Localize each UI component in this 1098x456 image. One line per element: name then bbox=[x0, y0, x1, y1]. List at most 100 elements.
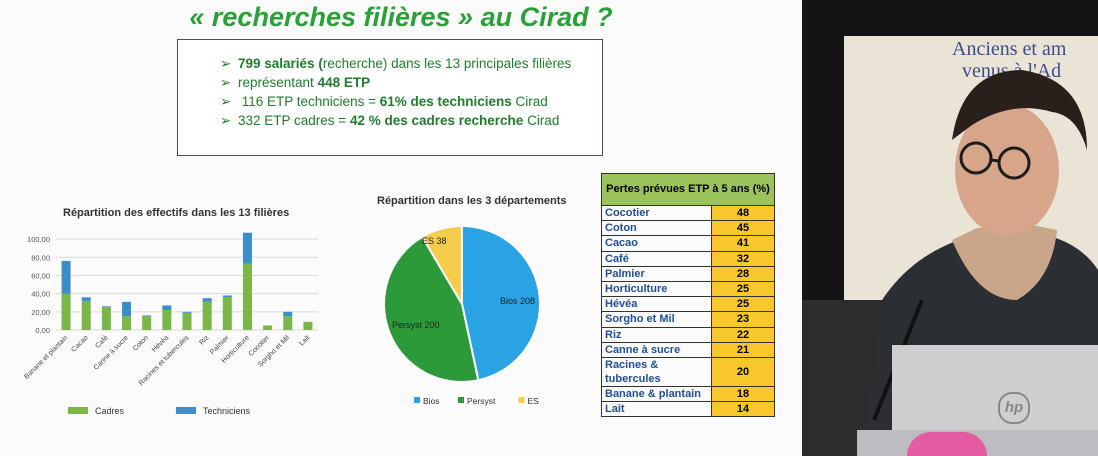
row-name: Canne à sucre bbox=[601, 341, 712, 358]
pie-slice-persyst bbox=[383, 235, 480, 383]
slide-title: « recherches filières » au Cirad ? bbox=[189, 2, 613, 32]
bar-techniciens bbox=[283, 311, 293, 317]
summary-line: ➢ 116 ETP techniciens = 61% des technici… bbox=[220, 94, 548, 109]
table-row: Cocotier 48 bbox=[601, 204, 775, 222]
legend-swatch bbox=[68, 407, 88, 414]
x-tick-label: Hévéa bbox=[151, 334, 170, 353]
bar-techniciens bbox=[61, 260, 71, 294]
bar-chart: 0,00 20,00 40,00 60,00 80,00 100,00 Banane et … bbox=[23, 232, 318, 416]
pink-decoration bbox=[907, 432, 987, 456]
bar-cadres bbox=[202, 301, 212, 330]
x-tick-label: Coton bbox=[132, 334, 150, 352]
y-tick-label: 80,00 bbox=[31, 253, 50, 262]
legend-swatch bbox=[518, 397, 525, 403]
x-tick-label: Cacao bbox=[70, 334, 89, 353]
row-name: Lait bbox=[601, 401, 712, 418]
row-value: 28 bbox=[711, 265, 775, 282]
row-value: 25 bbox=[711, 280, 775, 298]
row-name: Banane & plantain bbox=[601, 385, 712, 403]
pie-slice-bios bbox=[461, 224, 541, 382]
x-tick-label: Café bbox=[94, 334, 109, 349]
row-value: 18 bbox=[711, 385, 775, 403]
legend-swatch bbox=[414, 397, 420, 403]
bar-cadres bbox=[283, 316, 293, 330]
legend-label: Bios bbox=[423, 396, 440, 406]
row-name: Cocotier bbox=[601, 204, 712, 222]
pie-slice-es bbox=[420, 224, 463, 308]
row-value: 41 bbox=[711, 235, 775, 252]
row-name: Sorgho et Mil bbox=[601, 311, 712, 328]
row-name: Hévéa bbox=[601, 296, 712, 313]
bar-cadres bbox=[182, 312, 192, 330]
loss-table-header: Pertes prévues ETP à 5 ans (%) bbox=[601, 173, 775, 206]
table-row: Horticulture 25 bbox=[601, 280, 775, 298]
x-tick-label: Banane et plantain bbox=[23, 334, 69, 380]
bar-techniciens bbox=[101, 306, 111, 308]
bar-techniciens bbox=[162, 305, 172, 310]
arrow-bullet-icon: ➢ bbox=[220, 56, 232, 71]
table-row: Cacao 41 bbox=[601, 235, 775, 252]
table-row: Palmier 28 bbox=[601, 265, 775, 282]
row-name: Palmier bbox=[601, 265, 712, 282]
row-name: Coton bbox=[601, 220, 712, 237]
row-name: Horticulture bbox=[601, 280, 712, 298]
speaker-video: Anciens et am venus à l'Ad pr hp bbox=[802, 0, 1098, 456]
table-row: Hévéa 25 bbox=[601, 296, 775, 313]
row-value: 32 bbox=[711, 250, 775, 267]
bar-cadres bbox=[222, 297, 232, 330]
x-tick-label: Riz bbox=[198, 334, 210, 346]
row-value: 21 bbox=[711, 341, 775, 358]
bar-cadres bbox=[81, 300, 91, 330]
legend-label: ES bbox=[528, 396, 540, 406]
row-value: 20 bbox=[711, 356, 775, 387]
table-row: Café 32 bbox=[601, 250, 775, 267]
pie-data-label: Persyst 200 bbox=[392, 320, 440, 330]
speaker-figure bbox=[857, 70, 1098, 456]
table-row: Sorgho et Mil 23 bbox=[601, 311, 775, 328]
summary-line: ➢ 799 salariés (recherche) dans les 13 pr… bbox=[220, 56, 572, 71]
presentation-slide: « recherches filières » au Cirad ? ➢ 799 … bbox=[23, 2, 775, 418]
row-name: Riz bbox=[601, 326, 712, 343]
bar-cadres bbox=[303, 321, 313, 330]
summary-list: ➢ 799 salariés (recherche) dans les 13 pr… bbox=[178, 40, 602, 130]
pie-data-label: Bios 208 bbox=[500, 296, 535, 306]
row-value: 23 bbox=[711, 311, 775, 328]
summary-box: ➢ 799 salariés (recherche) dans les 13 pr… bbox=[177, 39, 603, 156]
row-name: Café bbox=[601, 250, 712, 267]
bar-cadres bbox=[101, 307, 111, 330]
y-tick-label: 60,00 bbox=[31, 271, 50, 280]
table-row: Racines & tubercules 20 bbox=[601, 356, 775, 387]
laptop-logo: hp bbox=[998, 392, 1030, 424]
bar-cadres bbox=[61, 293, 71, 330]
summary-line: ➢ représentant 448 ETP bbox=[220, 75, 371, 90]
table-row: Coton 45 bbox=[601, 220, 775, 237]
y-tick-label: 40,00 bbox=[31, 290, 50, 299]
arrow-bullet-icon: ➢ bbox=[220, 113, 232, 128]
y-tick-label: 0,00 bbox=[35, 326, 50, 335]
arrow-bullet-icon: ➢ bbox=[220, 75, 232, 90]
bar-cadres bbox=[162, 310, 172, 330]
table-row: Lait 14 bbox=[601, 401, 775, 418]
row-name: Cacao bbox=[601, 235, 712, 252]
bar-cadres bbox=[122, 316, 132, 330]
bar-techniciens bbox=[122, 301, 132, 317]
bar-cadres bbox=[263, 325, 273, 330]
bar-techniciens bbox=[202, 298, 212, 302]
bar-techniciens bbox=[242, 232, 252, 264]
summary-line: ➢ 332 ETP cadres = 42 % des cadres recher… bbox=[220, 113, 560, 128]
bar-cadres bbox=[142, 316, 152, 330]
legend-label: Cadres bbox=[95, 406, 125, 416]
bar-techniciens bbox=[81, 297, 91, 301]
pie-data-label: ES 38 bbox=[422, 236, 447, 246]
pie-chart-title: Répartition dans les 3 départements bbox=[377, 195, 567, 207]
row-value: 22 bbox=[711, 326, 775, 343]
legend-label: Techniciens bbox=[203, 406, 251, 416]
legend-swatch bbox=[176, 407, 196, 414]
x-tick-label: Lait bbox=[298, 334, 311, 347]
arrow-bullet-icon: ➢ bbox=[220, 94, 232, 109]
table-row: Riz 22 bbox=[601, 326, 775, 343]
bar-techniciens bbox=[142, 315, 152, 317]
bar-techniciens bbox=[182, 311, 192, 313]
table-row: Canne à sucre 21 bbox=[601, 341, 775, 358]
row-name: Racines & tubercules bbox=[601, 356, 712, 387]
